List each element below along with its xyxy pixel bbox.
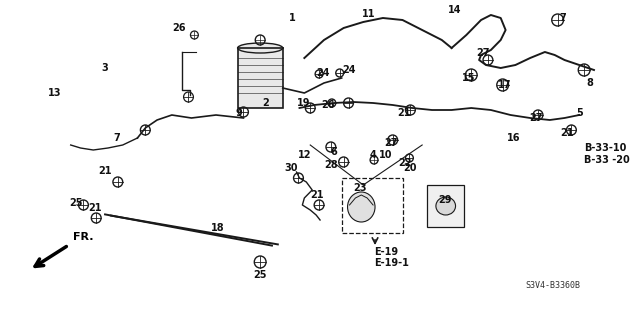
Text: 11: 11: [362, 9, 376, 19]
Text: 29: 29: [438, 195, 452, 205]
Text: 3: 3: [102, 63, 109, 73]
Text: 24: 24: [316, 68, 330, 78]
Text: 25: 25: [254, 270, 267, 280]
Text: 19: 19: [296, 98, 310, 108]
Bar: [427, 185, 465, 227]
Text: 22: 22: [399, 158, 412, 168]
Text: E-19-1: E-19-1: [374, 258, 409, 268]
Text: 4: 4: [370, 150, 376, 160]
Text: 27: 27: [529, 113, 543, 123]
Text: 21: 21: [397, 108, 412, 118]
Text: 25: 25: [69, 198, 82, 208]
Text: 27: 27: [476, 48, 489, 58]
Text: 8: 8: [587, 78, 594, 88]
Text: 13: 13: [48, 88, 62, 98]
Text: 1: 1: [289, 13, 296, 23]
Text: 18: 18: [211, 223, 225, 233]
Text: 26: 26: [321, 100, 335, 110]
Bar: [342, 178, 403, 233]
Ellipse shape: [436, 197, 456, 215]
Text: B-33 -20: B-33 -20: [584, 155, 630, 165]
Text: 12: 12: [298, 150, 311, 160]
Text: 10: 10: [379, 150, 392, 160]
Text: 21: 21: [88, 203, 102, 213]
Text: 26: 26: [172, 23, 185, 33]
Text: 20: 20: [404, 163, 417, 173]
Ellipse shape: [238, 43, 282, 53]
Text: 9: 9: [235, 108, 242, 118]
Text: 7: 7: [559, 13, 566, 23]
Text: 14: 14: [448, 5, 461, 15]
Text: 21: 21: [560, 128, 574, 138]
Text: FR.: FR.: [73, 232, 93, 242]
Text: B-33-10: B-33-10: [584, 143, 626, 153]
Text: 17: 17: [498, 80, 511, 90]
Text: S3V4-B3360B: S3V4-B3360B: [525, 281, 580, 290]
Text: 24: 24: [342, 65, 355, 75]
Text: 30: 30: [285, 163, 298, 173]
Ellipse shape: [348, 192, 375, 222]
Text: 15: 15: [461, 73, 475, 83]
Text: 23: 23: [353, 183, 367, 193]
Text: 5: 5: [576, 108, 583, 118]
Text: 21: 21: [98, 166, 112, 176]
Text: 2: 2: [263, 98, 270, 108]
Text: 6: 6: [330, 147, 337, 157]
Text: E-19: E-19: [374, 247, 398, 257]
Text: 21: 21: [311, 190, 324, 200]
Text: 7: 7: [114, 133, 120, 143]
Text: 28: 28: [324, 160, 337, 170]
Text: 27: 27: [384, 138, 397, 148]
Bar: [238, 48, 282, 108]
Text: 16: 16: [507, 133, 520, 143]
